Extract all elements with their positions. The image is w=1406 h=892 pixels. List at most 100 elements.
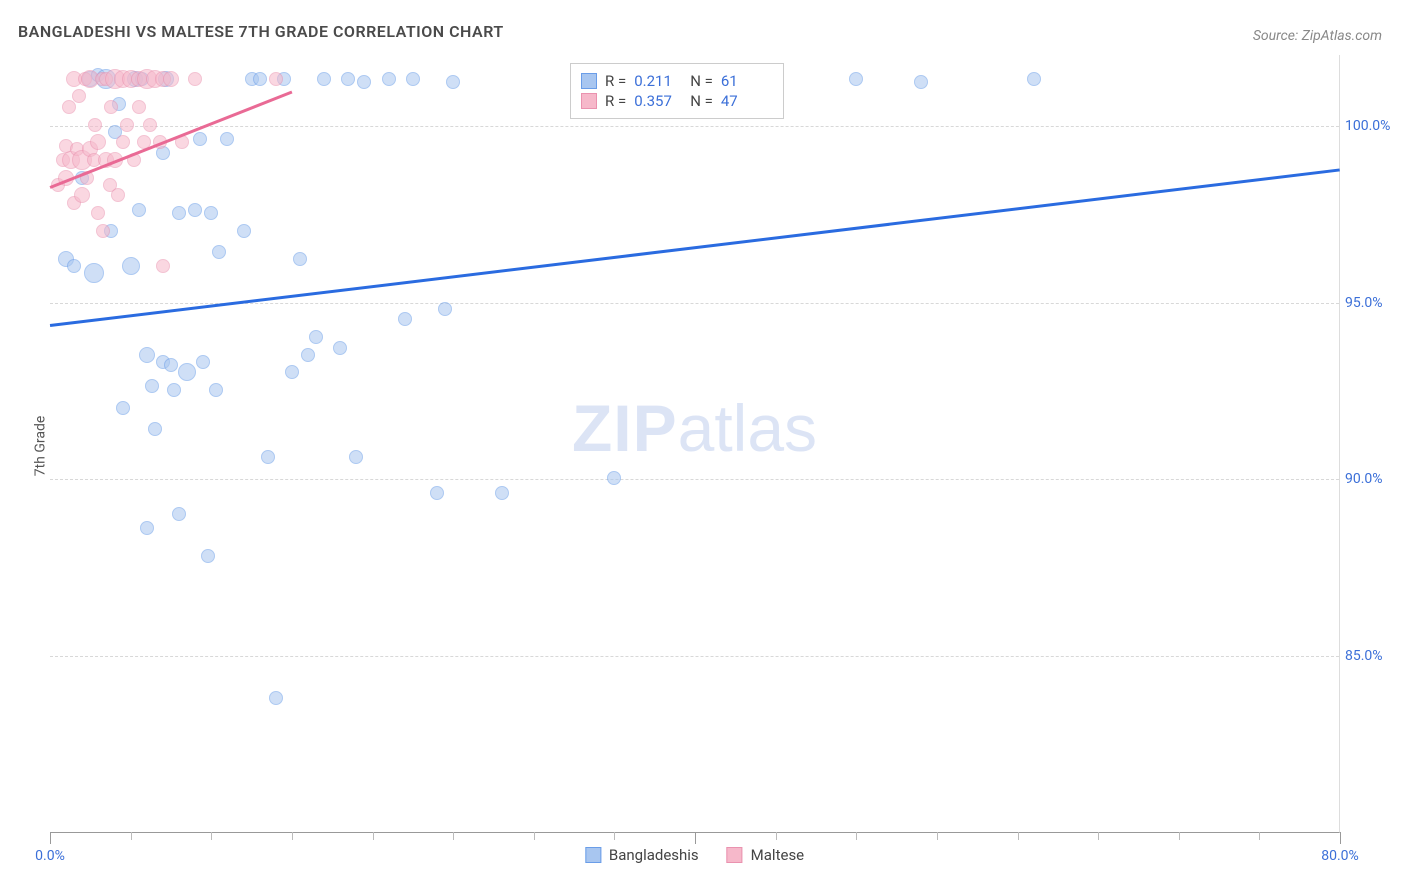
x-tick-minor [1098, 832, 1099, 840]
scatter-point [285, 365, 299, 379]
gridline-horizontal [50, 479, 1339, 480]
scatter-point [172, 206, 186, 220]
scatter-point [204, 206, 218, 220]
scatter-point [406, 72, 420, 86]
scatter-point [430, 486, 444, 500]
r-value: 0.357 [634, 92, 682, 110]
x-tick-minor [1179, 832, 1180, 840]
series-swatch [581, 93, 597, 109]
scatter-point [188, 72, 202, 86]
scatter-point [148, 422, 162, 436]
scatter-point [90, 134, 106, 150]
scatter-point [269, 72, 283, 86]
scatter-point [220, 132, 234, 146]
stats-row: R =0.211N =61 [581, 72, 769, 90]
scatter-point [317, 72, 331, 86]
n-value: 47 [721, 92, 769, 110]
x-tick-label: 0.0% [35, 848, 65, 864]
stats-row: R = 0.357 N = 47 [581, 92, 769, 110]
scatter-point [357, 75, 371, 89]
x-tick-minor [1018, 832, 1019, 840]
scatter-point [309, 330, 323, 344]
legend-swatch [585, 847, 601, 863]
scatter-point [349, 450, 363, 464]
scatter-point [120, 118, 134, 132]
scatter-chart: ZIPatlas R =0.211N =61R =0.357N =47 Bang… [50, 55, 1340, 833]
legend-label: Maltese [751, 846, 804, 864]
x-tick-major [1340, 832, 1341, 844]
scatter-point [143, 118, 157, 132]
y-tick-label: 100.0% [1345, 118, 1401, 134]
scatter-point [253, 72, 267, 86]
scatter-point [193, 132, 207, 146]
scatter-point [201, 549, 215, 563]
scatter-point [914, 75, 928, 89]
scatter-point [333, 341, 347, 355]
scatter-point [341, 72, 355, 86]
scatter-point [293, 252, 307, 266]
x-tick-major [695, 832, 696, 844]
scatter-point [116, 401, 130, 415]
scatter-point [446, 75, 460, 89]
x-tick-minor [131, 832, 132, 840]
x-tick-label: 80.0% [1321, 848, 1359, 864]
gridline-horizontal [50, 126, 1339, 127]
scatter-point [163, 71, 179, 87]
y-tick-label: 95.0% [1345, 295, 1401, 311]
scatter-point [172, 507, 186, 521]
scatter-point [382, 72, 396, 86]
legend-item: Bangladeshis [585, 846, 699, 864]
scatter-point [212, 245, 226, 259]
scatter-point [122, 257, 140, 275]
scatter-point [1027, 72, 1041, 86]
legend-swatch [727, 847, 743, 863]
x-tick-minor [937, 832, 938, 840]
scatter-point [301, 348, 315, 362]
scatter-point [116, 135, 130, 149]
scatter-point [140, 521, 154, 535]
series-swatch [581, 73, 597, 89]
scatter-point [132, 203, 146, 217]
r-value: 0.211 [634, 72, 682, 90]
x-tick-minor [453, 832, 454, 840]
scatter-point [72, 89, 86, 103]
scatter-point [178, 363, 196, 381]
scatter-point [91, 206, 105, 220]
scatter-point [188, 203, 202, 217]
scatter-point [84, 263, 104, 283]
chart-title: BANGLADESHI VS MALTESE 7TH GRADE CORRELA… [18, 22, 504, 41]
chart-legend: Bangladeshis Maltese [585, 846, 804, 864]
x-tick-minor [534, 832, 535, 840]
x-tick-minor [211, 832, 212, 840]
trend-line [50, 90, 293, 188]
gridline-horizontal [50, 656, 1339, 657]
scatter-point [269, 691, 283, 705]
y-tick-label: 90.0% [1345, 471, 1401, 487]
scatter-point [438, 302, 452, 316]
scatter-point [261, 450, 275, 464]
scatter-point [849, 72, 863, 86]
legend-label: Bangladeshis [609, 846, 699, 864]
scatter-point [398, 312, 412, 326]
legend-item: Maltese [727, 846, 804, 864]
x-tick-minor [614, 832, 615, 840]
scatter-point [88, 118, 102, 132]
r-label: R = [605, 92, 626, 110]
n-label: N = [690, 72, 713, 90]
scatter-point [607, 471, 621, 485]
scatter-point [237, 224, 251, 238]
x-tick-minor [373, 832, 374, 840]
scatter-point [74, 187, 90, 203]
scatter-point [196, 355, 210, 369]
source-attribution: Source: ZipAtlas.com [1253, 28, 1382, 44]
scatter-point [145, 379, 159, 393]
scatter-point [156, 259, 170, 273]
x-tick-major [50, 832, 51, 844]
n-label: N = [690, 92, 713, 110]
scatter-point [104, 100, 118, 114]
x-tick-minor [1259, 832, 1260, 840]
x-tick-minor [776, 832, 777, 840]
y-axis-label: 7th Grade [32, 416, 48, 477]
watermark-logo: ZIPatlas [572, 390, 817, 466]
scatter-point [96, 224, 110, 238]
